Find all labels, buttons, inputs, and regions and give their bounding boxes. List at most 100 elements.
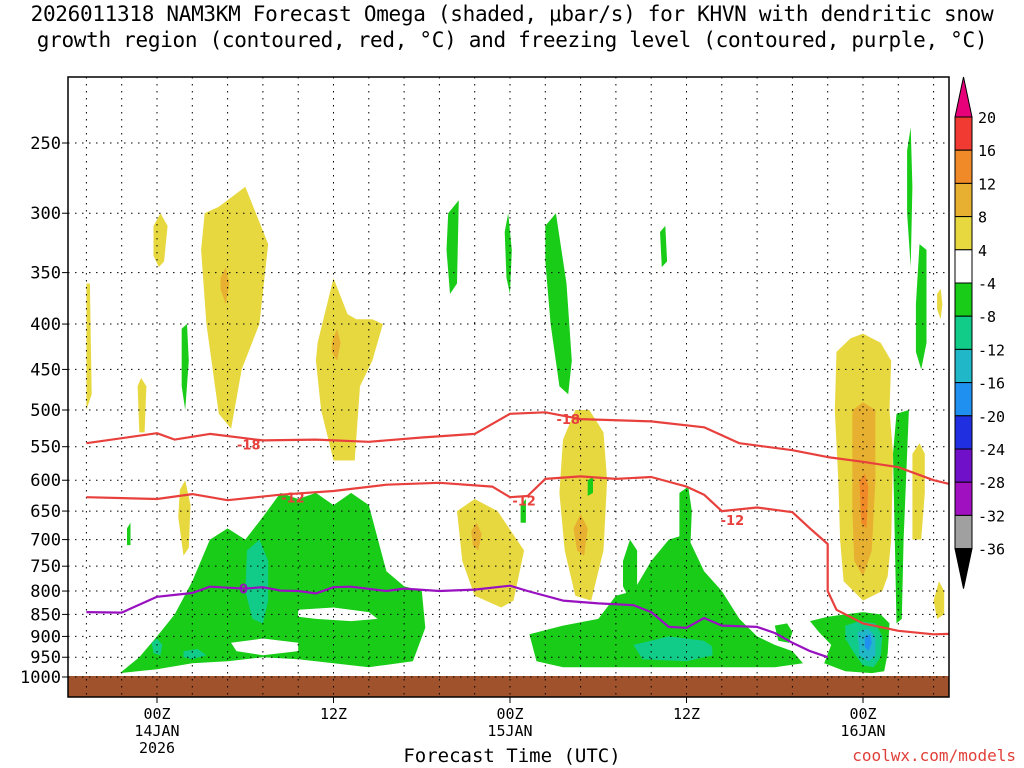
colorbar-label-6: -8	[978, 308, 996, 326]
y-tick-label-500: 500	[30, 401, 61, 421]
omega-region-24	[529, 534, 803, 668]
colorbar-swatch-5	[954, 249, 973, 284]
omega-region-22	[298, 607, 378, 622]
omega-region-44	[711, 634, 724, 662]
colorbar-label-12: -32	[978, 507, 1005, 525]
x-tick-label-4-0: 00Z	[849, 705, 876, 723]
contour-label-2: -12	[281, 491, 305, 506]
omega-region-3	[331, 328, 341, 361]
contour-label-4: -12	[721, 514, 745, 529]
omega-region-4	[153, 213, 168, 268]
colorbar-swatch-13	[954, 514, 973, 550]
omega-region-35	[907, 127, 913, 268]
y-tick-label-850: 850	[30, 605, 61, 625]
y-tick-label-300: 300	[30, 204, 61, 224]
contour-dendritic-12	[86, 475, 949, 636]
omega-region-5	[137, 377, 147, 433]
contour-label-5: 0	[239, 583, 248, 598]
colorbar-swatch-11	[954, 448, 973, 483]
colorbar-label-3: 8	[978, 209, 987, 227]
omega-region-9	[471, 522, 482, 551]
x-tick-label-0-1: 14JAN	[134, 722, 179, 740]
temperature-contours	[86, 411, 949, 659]
x-tick-label-3-0: 12Z	[673, 705, 700, 723]
colorbar-swatch-1	[954, 116, 973, 151]
y-axis: 2503003504004505005506006507007508008509…	[20, 134, 68, 688]
y-tick-label-350: 350	[30, 264, 61, 284]
omega-region-37	[504, 213, 512, 294]
omega-region-20	[151, 638, 163, 656]
colorbar-label-7: -12	[978, 341, 1005, 359]
omega-region-34	[915, 244, 927, 370]
colorbar-label-2: 12	[978, 175, 996, 193]
y-tick-label-950: 950	[30, 648, 61, 668]
omega-region-40	[660, 225, 668, 268]
omega-region-10	[559, 410, 608, 601]
omega-region-28	[774, 623, 793, 643]
contour-labels: -18 -18 -12 -12 -12 0	[237, 413, 744, 598]
omega-region-43	[587, 477, 593, 496]
y-tick-label-450: 450	[30, 360, 61, 380]
contour-label-0: -18	[237, 438, 261, 453]
y-tick-label-1000: 1000	[20, 668, 61, 688]
colorbar-swatch-12	[954, 481, 973, 516]
omega-region-16	[933, 581, 945, 619]
omega-region-32	[864, 634, 872, 652]
omega-region-33	[893, 410, 909, 624]
omega-region-38	[545, 213, 572, 395]
omega-region-26	[623, 539, 638, 601]
plot-frame	[67, 76, 950, 698]
y-tick-label-600: 600	[30, 471, 61, 491]
ground-terrain	[68, 676, 949, 697]
omega-region-27	[679, 486, 692, 567]
colorbar-top-arrow	[954, 76, 973, 118]
colorbar-label-13: -36	[978, 541, 1005, 559]
colorbar-label-5: -4	[978, 275, 996, 293]
omega-region-17	[937, 288, 943, 320]
omega-shading	[86, 127, 945, 674]
colorbar-label-11: -28	[978, 474, 1005, 492]
x-tick-label-0-0: 00Z	[143, 705, 170, 723]
x-tick-label-1-0: 12Z	[320, 705, 347, 723]
omega-region-6	[86, 283, 92, 410]
chart-subtitle: growth region (contoured, red, °C) and f…	[36, 28, 988, 52]
colorbar-label-0: 20	[978, 109, 996, 127]
colorbar-label-4: 4	[978, 242, 987, 260]
y-tick-label-750: 750	[30, 557, 61, 577]
colorbar-swatch-4	[954, 216, 973, 251]
colorbar-label-9: -20	[978, 408, 1005, 426]
x-axis-label: Forecast Time (UTC)	[403, 745, 621, 767]
omega-region-11	[573, 514, 588, 556]
omega-region-15	[912, 443, 925, 540]
y-tick-label-700: 700	[30, 531, 61, 551]
omega-region-14	[859, 473, 869, 529]
omega-region-41	[127, 522, 131, 546]
y-tick-label-550: 550	[30, 438, 61, 458]
y-tick-label-900: 900	[30, 627, 61, 647]
omega-region-7	[178, 480, 191, 556]
site-credit-link[interactable]: coolwx.com/models	[852, 746, 1016, 765]
colorbar-label-8: -16	[978, 375, 1005, 393]
omega-region-23	[231, 638, 299, 656]
x-tick-label-0-2: 2026	[139, 739, 175, 757]
omega-region-39	[181, 324, 189, 410]
omega-region-8	[457, 499, 525, 608]
y-tick-label-250: 250	[30, 134, 61, 154]
contour-freezing-level	[86, 584, 829, 659]
x-tick-label-2-1: 15JAN	[487, 722, 532, 740]
colorbar-label-1: 16	[978, 142, 996, 160]
x-tick-label-4-1: 16JAN	[840, 722, 885, 740]
colorbar-swatch-7	[954, 315, 973, 350]
colorbar-swatch-3	[954, 182, 973, 218]
colorbar-swatch-8	[954, 348, 973, 384]
colorbar-swatch-2	[954, 149, 973, 184]
colorbar-bottom-arrow	[954, 548, 973, 589]
omega-region-0	[201, 186, 269, 429]
colorbar: 20 16 12 8 4 -4 -8 -12 -16 -20 -24 -28 -32 -36	[954, 76, 1005, 589]
chart-title: 2026011318 NAM3KM Forecast Omega (shaded…	[30, 2, 994, 26]
contour-label-3: -12	[512, 494, 536, 509]
contour-dendritic-18	[86, 411, 949, 485]
y-tick-label-800: 800	[30, 582, 61, 602]
